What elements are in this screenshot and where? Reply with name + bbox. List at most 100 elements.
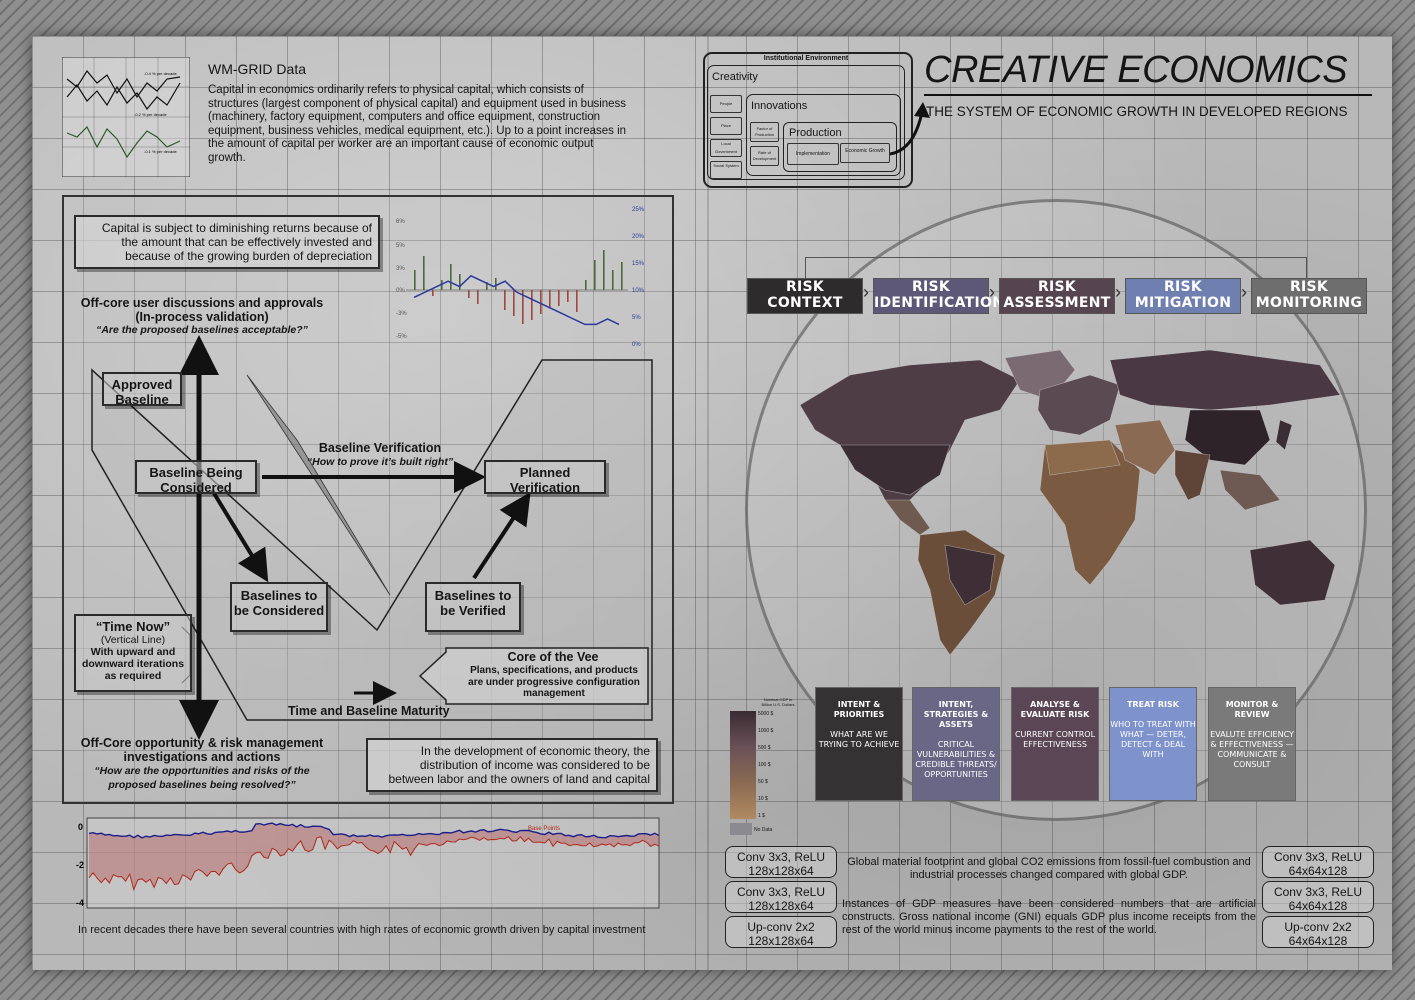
risk-column-head: TREAT RISK [1110, 700, 1196, 710]
time-maturity-label: Time and Baseline Maturity [288, 704, 450, 718]
chevron-right-icon: › [989, 282, 995, 303]
legend-tick: 1000 $ [758, 728, 773, 734]
bottom-caption: In recent decades there have been severa… [78, 923, 678, 937]
y-right-tick: 15% [632, 261, 645, 267]
chart-bar [504, 290, 506, 310]
risk-column-body: EVALUTE EFFICIENCY & EFFECTIVENESS — COM… [1209, 730, 1295, 770]
creativity-item: People [710, 95, 742, 113]
chart-bar [621, 262, 623, 290]
risk-column: INTENT & PRIORITIES WHAT ARE WE TRYING TO… [815, 687, 903, 801]
chart-bar [612, 270, 614, 290]
diminishing-returns-note: Capital is subject to diminishing return… [74, 215, 380, 269]
income-note: In the development of economic theory, t… [366, 738, 658, 792]
chart-bar [477, 290, 479, 304]
poster-subtitle: THE SYSTEM OF ECONOMIC GROWTH IN DEVELOP… [926, 105, 1348, 119]
chart-bar [567, 290, 569, 302]
chart-series-label: Base Points [528, 826, 560, 832]
mini-label-1: -0.4 % per decade [144, 71, 177, 76]
diminishing-returns-text: Capital is subject to diminishing return… [102, 221, 372, 263]
risk-step: RISK MONITORING [1251, 278, 1367, 314]
creativity-item: Social System [710, 161, 742, 179]
chart-bar [540, 290, 542, 314]
chart-right-axis: 25% 20% 15% 10% 5% 0% [632, 207, 645, 347]
offcore-bottom-question: “How are the opportunities and risks of … [72, 764, 332, 792]
approved-baseline-box: Approved Baseline [102, 372, 182, 406]
time-now-title: “Time Now” [79, 619, 187, 634]
risk-step: RISK IDENTIFICATION [873, 278, 989, 314]
planned-verification-box: Planned Verification [484, 460, 606, 494]
y-tick: -4 [76, 898, 84, 908]
offcore-bottom-title: Off-Core opportunity & risk management i… [72, 736, 332, 764]
legend-tick: 10 $ [758, 796, 768, 802]
layer-pill: Up-conv 2x2 128x128x64 [725, 916, 837, 948]
production-label: Production [789, 126, 842, 140]
factor-item: Rate of Development [750, 146, 779, 166]
baselines-considered-box: Baselines to be Considered [230, 582, 328, 632]
legend-tick: 100 $ [758, 762, 771, 768]
implementation-box: Implementation [787, 143, 839, 165]
baselines-verified-box: Baselines to be Verified [425, 582, 521, 632]
risk-step: RISK CONTEXT [747, 278, 863, 314]
risk-column: MONITOR & REVIEW EVALUTE EFFICIENCY & EFF… [1208, 687, 1296, 801]
risk-column-head: MONITOR & REVIEW [1209, 700, 1295, 720]
chart-bar [423, 256, 425, 290]
chart-bar [414, 270, 416, 290]
risk-column-body: CRITICAL VULNERABILITIES & CREDIBLE THRE… [913, 740, 999, 780]
india-shape [1175, 450, 1210, 500]
australia-shape [1250, 540, 1335, 605]
economic-growth-box: Economic Growth [840, 143, 890, 163]
mini-trend-chart: -0.4 % per decade -0.2 % per decade -0.1… [62, 57, 190, 177]
chart-bar [450, 264, 452, 290]
creativity-label: Creativity [712, 70, 758, 84]
y-left-tick: 5% [396, 243, 405, 249]
mini-label-2: -0.2 % per decade [134, 112, 167, 117]
time-now-sub: (Vertical Line) [79, 634, 187, 646]
creativity-items: People Place Local Government Social Sys… [710, 95, 742, 179]
southeast-asia-shape [1220, 470, 1280, 510]
gdp-legend: Nominal GDP in Billion U.S. Dollars 5000… [728, 697, 796, 837]
income-note-text: In the development of economic theory, t… [388, 744, 650, 786]
core-vee-body: Plans, specifications, and products are … [462, 665, 646, 700]
poster-title: CREATIVE ECONOMICS [924, 48, 1347, 92]
risk-column-body: CURRENT CONTROL EFFECTIVENESS [1012, 730, 1098, 750]
legend-tick: 5000 $ [758, 711, 773, 717]
risk-step: RISK ASSESSMENT [999, 278, 1115, 314]
legend-no-data-swatch [730, 823, 752, 835]
innovations-label: Innovations [751, 99, 807, 113]
core-vee-title: Core of the Vee [460, 650, 646, 664]
chart-bar [468, 290, 470, 298]
usa-shape [840, 445, 950, 495]
paragraph-gdp: Instances of GDP measures have been cons… [842, 898, 1256, 937]
baseline-considered-box: Baseline Being Considered [135, 460, 257, 494]
offcore-top-title: Off-core user discussions and approvals … [72, 296, 332, 324]
creativity-item: Local Government [710, 139, 742, 157]
chart-bar [585, 280, 587, 290]
title-underline [924, 94, 1372, 96]
return-bar-chart: 6% 5% 3% 0% -3% -5% 25% 20% 15% 10% 5% 0… [392, 205, 650, 347]
chart-bar [531, 290, 533, 320]
y-right-tick: 5% [632, 315, 641, 321]
time-now-body: With upward and downward iterations as r… [79, 646, 187, 682]
chart-bar [495, 278, 497, 290]
risk-column-head: ANALYSE & EVALUATE RISK [1012, 700, 1098, 720]
chart-bars [414, 250, 623, 324]
legend-no-data-label: No Data [754, 827, 772, 833]
chevron-right-icon: › [1241, 282, 1247, 303]
chevron-right-icon: › [1115, 282, 1121, 303]
chart-left-axis: 6% 5% 3% 0% -3% -5% [396, 219, 407, 340]
y-left-tick: 3% [396, 266, 405, 272]
chart-bar [603, 250, 605, 290]
layer-pill: Conv 3x3, ReLU 64x64x128 [1262, 881, 1374, 913]
paragraph-footprint: Global material footprint and global CO2… [842, 856, 1256, 882]
legend-title: Nominal GDP in Billion U.S. Dollars [758, 697, 798, 707]
layer-pill: Conv 3x3, ReLU 64x64x128 [1262, 846, 1374, 878]
legend-tick: 1 $ [758, 813, 765, 819]
layer-pill: Conv 3x3, ReLU 128x128x64 [725, 846, 837, 878]
chart-line-series [414, 276, 619, 325]
y-right-tick: 25% [632, 207, 645, 213]
y-left-tick: 0% [396, 288, 405, 294]
risk-column-body: WHO TO TREAT WITH WHAT — DETER, DETECT &… [1110, 720, 1196, 760]
chart-bar [459, 274, 461, 290]
russia-shape [1110, 350, 1340, 410]
layer-pill: Up-conv 2x2 64x64x128 [1262, 916, 1374, 948]
